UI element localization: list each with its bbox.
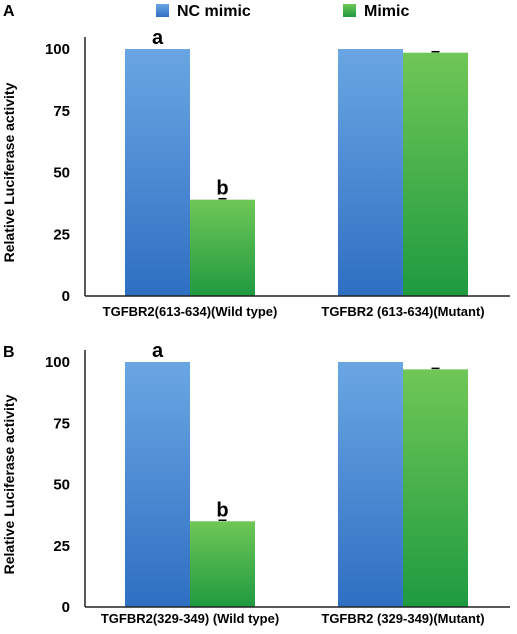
panel-letter: B — [3, 344, 15, 361]
legend: NC mimic Mimic — [156, 3, 409, 20]
significance-label: a — [152, 27, 164, 49]
y-tick-label: 100 — [45, 354, 70, 371]
legend-swatch-mimic — [343, 4, 356, 17]
legend-swatch-nc-mimic — [156, 4, 169, 17]
y-tick-label: 50 — [53, 477, 70, 494]
x-category-label: TGFBR2(613-634)(Wild type) — [103, 304, 278, 319]
bar-mimic — [190, 199, 255, 296]
bar-mimic — [403, 52, 468, 296]
y-tick-label: 75 — [53, 103, 70, 120]
x-category-label: TGFBR2(329-349) (Wild type) — [101, 611, 279, 626]
legend-label-mimic: Mimic — [364, 3, 409, 20]
x-category-label: TGFBR2 (613-634)(Mutant) — [321, 304, 484, 319]
bar-nc-mimic — [125, 362, 190, 607]
significance-label: b — [216, 499, 228, 521]
y-tick-label: 0 — [62, 599, 70, 616]
bar-nc-mimic — [338, 49, 403, 296]
bar-nc-mimic — [338, 362, 403, 607]
y-tick-label: 25 — [53, 226, 70, 243]
bar-nc-mimic — [125, 49, 190, 296]
y-tick-label: 100 — [45, 41, 70, 58]
significance-label: b — [216, 178, 228, 200]
y-tick-label: 0 — [62, 288, 70, 305]
y-axis-label: Relative Luciferase activity — [1, 394, 17, 574]
y-axis-label: Relative Luciferase activity — [1, 82, 17, 262]
bar-mimic — [190, 521, 255, 607]
panel-a: A Relative Luciferase activity 0 25 50 75 100 a… — [1, 3, 510, 319]
panel-b: B Relative Luciferase activity 0 25 50 75 100 a… — [1, 340, 510, 626]
x-category-label: TGFBR2 (329-349)(Mutant) — [321, 611, 484, 626]
y-tick-label: 75 — [53, 415, 70, 432]
legend-label-nc-mimic: NC mimic — [177, 3, 251, 20]
panel-letter: A — [3, 3, 15, 20]
bar-mimic — [403, 369, 468, 607]
y-tick-label: 25 — [53, 538, 70, 555]
y-tick-label: 50 — [53, 165, 70, 182]
significance-label: a — [152, 340, 164, 362]
